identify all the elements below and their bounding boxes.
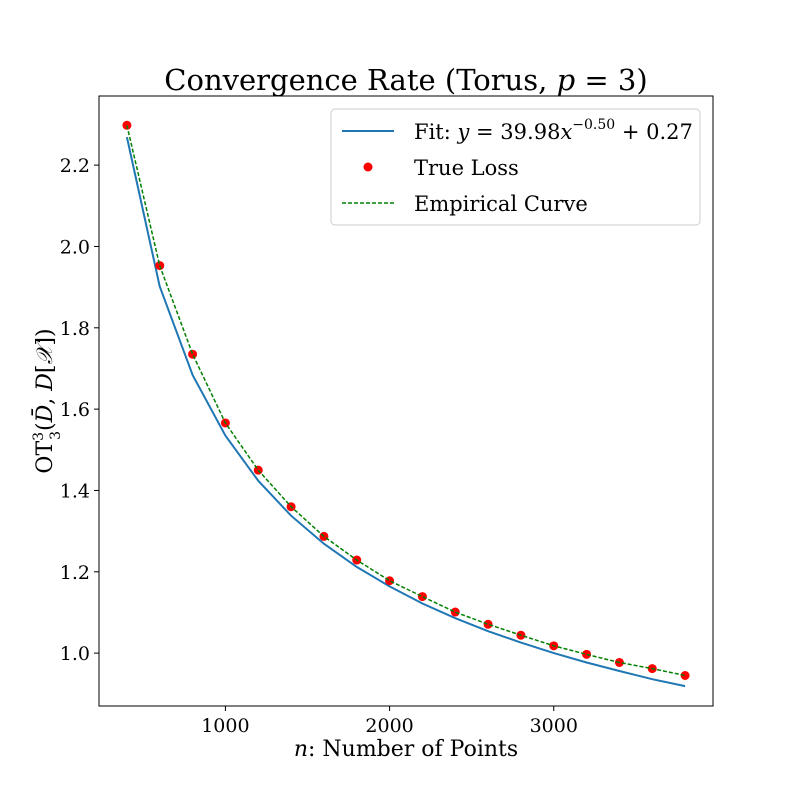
true-loss-point (680, 671, 690, 680)
axis-ticks: 1000 2000 3000 1.0 1.2 1.4 1.6 1.8 2.0 2.2 (60, 155, 578, 737)
y-tick-label: 1.8 (60, 318, 90, 340)
x-tick-label: 1000 (201, 715, 249, 737)
true-loss-point (582, 649, 592, 659)
chart-title: Convergence Rate (Torus, p = 3) (164, 63, 647, 97)
y-tick-label: 1.4 (60, 480, 90, 502)
legend-true-loss-label: True Loss (414, 156, 519, 180)
y-tick-label: 1.0 (60, 643, 90, 665)
legend-fit-label: Fit: y = 39.98x−0.50 + 0.27 (414, 117, 693, 144)
legend-box (330, 108, 701, 226)
x-axis-label: n: Number of Points (294, 737, 518, 762)
x-tick-label: 3000 (530, 715, 578, 737)
legend: Fit: y = 39.98x−0.50 + 0.27 True Loss Em… (330, 108, 701, 226)
true-loss-point (483, 619, 493, 629)
y-tick-label: 1.6 (60, 399, 90, 421)
plot-area (98, 95, 714, 707)
y-tick-label: 2.2 (60, 155, 90, 177)
legend-true-loss-swatch (363, 162, 373, 172)
legend-empirical-label: Empirical Curve (414, 192, 588, 216)
true-loss-point (122, 120, 132, 130)
data-marks (122, 120, 690, 688)
true-loss-point (450, 607, 460, 617)
true-loss-point (385, 576, 395, 586)
empirical-curve (126, 125, 686, 677)
y-tick-label: 2.0 (60, 236, 90, 258)
true-loss-point (417, 592, 427, 602)
fit-line (125, 136, 686, 688)
y-tick-label: 1.2 (60, 562, 90, 584)
x-tick-label: 2000 (365, 715, 413, 737)
true-loss-point (188, 349, 198, 359)
